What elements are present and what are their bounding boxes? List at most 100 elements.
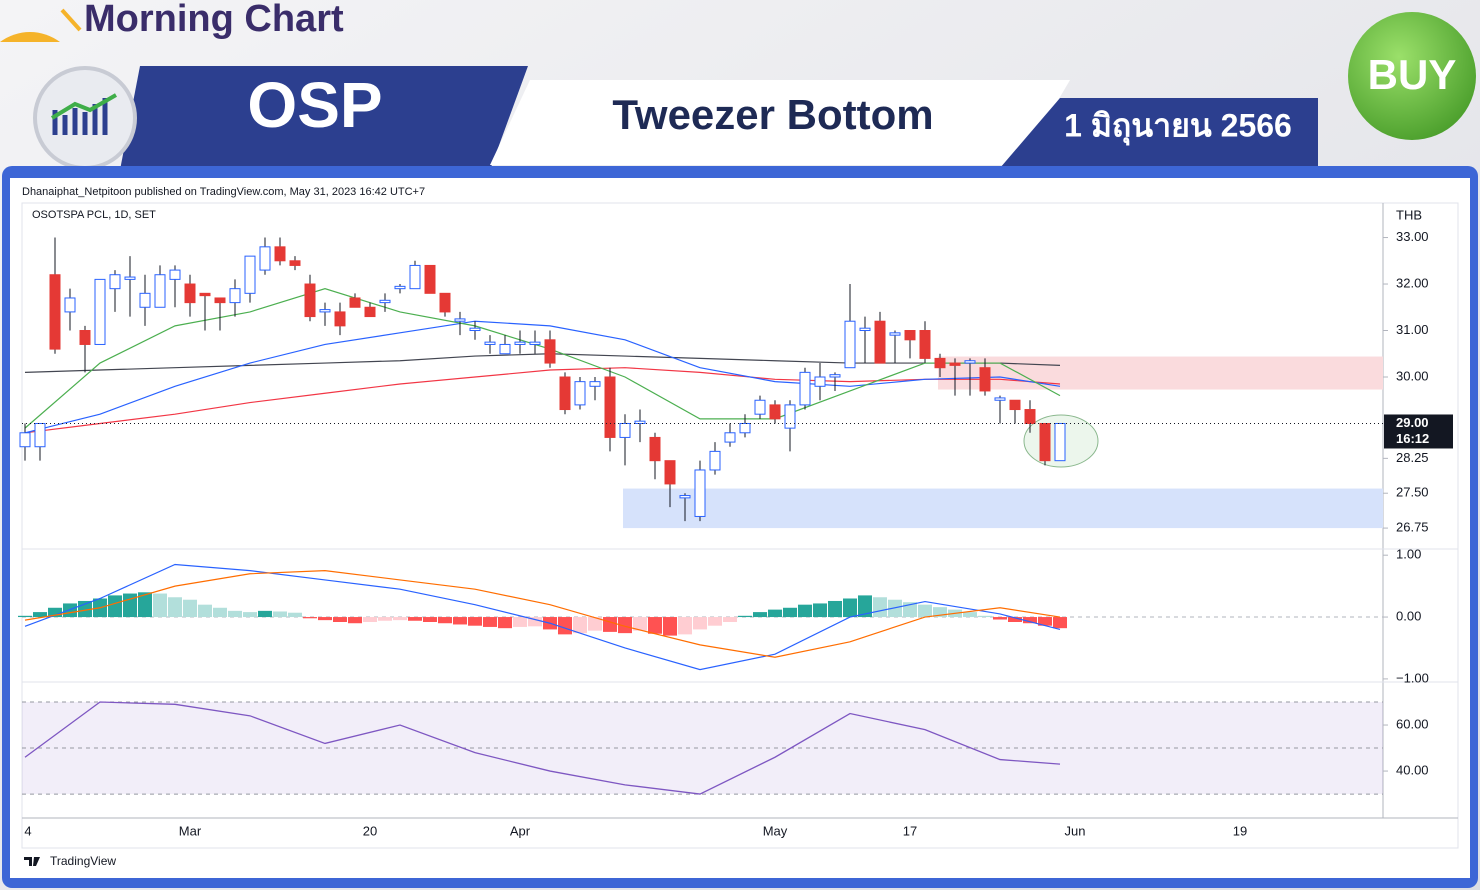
published: Dhanaiphat_Netpitoon published on Tradin… [22,186,425,198]
candle-body [799,371,811,406]
histogram-bar [813,603,827,618]
candle-body [769,404,781,420]
histogram-bar [843,598,857,618]
candle-body [739,422,751,434]
histogram-bar [888,599,902,618]
candle-body [94,278,106,345]
candle-body [274,246,286,262]
histogram-bar [603,617,617,632]
histogram-bar [693,617,707,630]
candle-body [34,422,46,448]
candle-body [304,283,316,318]
candle-body [964,360,976,364]
histogram-bar [1023,617,1037,624]
tv-logo [24,857,40,866]
candle-body [334,311,346,327]
candle-body [934,357,946,369]
y-tick-label: 1.00 [1396,547,1421,562]
histogram-bar [438,617,452,624]
candle-body [559,376,571,411]
candle-body [904,330,916,341]
y-tick-label: 32.00 [1396,275,1429,290]
candle-body [79,330,91,345]
histogram-bar [108,595,122,618]
x-tick-label: 19 [1233,823,1247,838]
candle-body [694,469,706,517]
date: 1 มิถุนายน 2566 [1064,107,1292,146]
histogram-bar [678,617,692,635]
candle-body [199,292,211,297]
histogram-bar [33,612,47,618]
candle-body [679,495,691,499]
histogram-bar [783,607,797,618]
symbol-banner [120,66,528,170]
candle-body [214,297,226,304]
candle-body [889,332,901,336]
candle-body [424,264,436,294]
candle-body [379,299,391,304]
histogram-bar [588,617,602,631]
histogram-bar [423,617,437,622]
x-tick-label: Mar [179,823,202,838]
histogram-bar [978,615,992,618]
histogram-bar [258,610,272,618]
zone [938,356,1383,390]
histogram-bar [708,617,722,626]
candle-body [439,292,451,313]
histogram-bar [1038,617,1052,626]
candle-body [589,381,601,387]
candle-body [529,341,541,345]
histogram-bar [798,604,812,618]
candle-body [514,341,526,345]
histogram-bar [738,615,752,618]
candle-body [229,288,241,304]
candle-body [649,436,661,462]
histogram-bar [648,617,662,634]
histogram-bar [513,617,527,627]
candle-body [289,260,301,266]
histogram-bar [828,600,842,618]
candle-body [544,339,556,364]
chart-frame [21,202,1459,849]
histogram-bar [453,617,467,625]
y-tick-label: 40.00 [1396,762,1429,777]
chart-title: OSOTSPA PCL, 1D, SET [32,209,156,221]
footer: TradingView [50,854,116,868]
histogram-bar [858,595,872,618]
candle-body [619,422,631,438]
histogram-bar [228,610,242,618]
histogram-bar [393,617,407,621]
y-tick-label: 28.25 [1396,450,1429,465]
histogram-bar [198,604,212,618]
histogram-bar [303,617,317,619]
histogram-bar [723,617,737,622]
indicator-line [24,701,1061,795]
y-tick-label: 60.00 [1396,716,1429,731]
candle-body [364,306,376,318]
histogram-bar [318,617,332,621]
histogram-bar [213,607,227,618]
candle-body [754,399,766,415]
candle-body [844,320,856,369]
y-tick-label: 31.00 [1396,322,1429,337]
candle-body [664,460,676,485]
candle-body [604,376,616,438]
histogram-bar [183,599,197,618]
histogram-bar [123,593,137,618]
histogram-bar [663,617,677,636]
candle-body [109,274,121,290]
zone [623,488,1383,529]
histogram-bar [558,617,572,635]
histogram-bar [468,617,482,626]
histogram-bar [273,611,287,618]
candle-body [814,376,826,387]
histogram-bar [378,617,392,621]
candle-body [724,432,736,443]
countdown: 16:12 [1396,431,1429,446]
last-price-box [1384,414,1453,449]
histogram-bar [933,607,947,618]
histogram-bar [573,617,587,634]
histogram-bar [483,617,497,627]
candle-body [994,397,1006,401]
candle-body [49,274,61,350]
